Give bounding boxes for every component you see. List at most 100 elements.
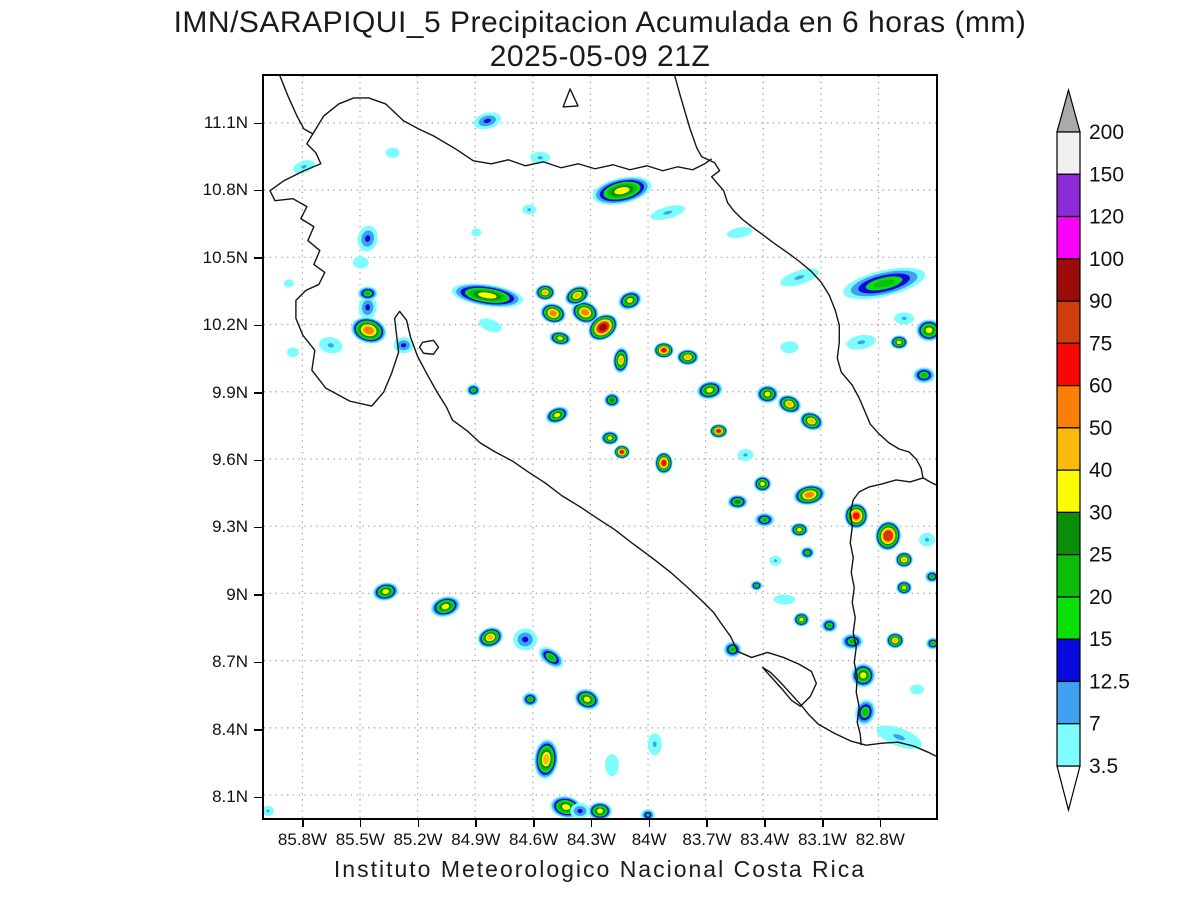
x-axis-tick-label: 84.9W	[451, 830, 501, 849]
rain-cell	[876, 725, 922, 749]
y-axis-tick	[254, 594, 262, 596]
rain-cell	[592, 176, 652, 205]
rain-cell	[780, 341, 799, 354]
coastline-path	[562, 88, 579, 108]
rain-contour	[797, 527, 802, 532]
colorbar-legend: 200 150 120 100 90 75 60 50 40 30 25 20 15 12.5 7 3.5	[1052, 84, 1192, 834]
rain-cell	[799, 411, 824, 431]
colorbar-segment	[1056, 131, 1081, 175]
y-axis-tick	[254, 459, 262, 461]
x-axis-tick-label: 82.8W	[855, 830, 905, 849]
colorbar-tick-label: 100	[1089, 248, 1124, 271]
rain-contour	[862, 708, 868, 716]
colorbar-tick-label: 30	[1089, 501, 1112, 524]
y-axis-tick	[254, 526, 262, 529]
rain-contour	[352, 256, 369, 269]
colorbar-segment	[1056, 638, 1081, 683]
rain-contour	[706, 387, 714, 393]
x-axis-tick	[359, 820, 362, 827]
rain-cell	[723, 641, 742, 658]
rain-cell	[727, 494, 748, 509]
rain-cell	[696, 381, 723, 400]
rain-contour	[619, 450, 625, 454]
rain-cell	[357, 225, 378, 252]
colorbar-segment	[1056, 300, 1081, 344]
rain-cell	[473, 112, 501, 130]
colorbar-segment	[1056, 173, 1081, 218]
rain-cell	[357, 286, 378, 301]
rain-cell	[451, 283, 523, 308]
rain-cell	[793, 612, 810, 627]
x-axis-tick	[533, 820, 535, 827]
colorbar-canvas: 200 150 120 100 90 75 60 50 40 30 25 20 15 12.5 7 3.5	[1056, 87, 1130, 813]
rain-contour	[760, 481, 765, 486]
rain-contour	[547, 654, 555, 661]
rain-contour	[266, 809, 270, 813]
rain-contour	[543, 753, 550, 765]
y-axis-tick-label: 8.7N	[212, 652, 248, 672]
rain-cell	[293, 159, 315, 174]
rain-cell	[318, 337, 343, 354]
y-axis-tick-label: 11.1N	[203, 113, 248, 132]
rain-cell	[612, 347, 629, 374]
rain-contour	[684, 355, 691, 360]
rain-contour	[827, 623, 832, 628]
rain-contour	[365, 235, 371, 242]
rain-cell	[769, 555, 782, 566]
coastline-path	[269, 76, 936, 757]
rain-cell	[896, 580, 913, 595]
rain-cell	[737, 448, 754, 461]
rain-cell	[919, 532, 936, 547]
y-axis-tick-label: 9.9N	[212, 382, 248, 402]
y-axis-tick	[254, 729, 262, 731]
colorbar-tick-label: 12.5	[1089, 670, 1130, 693]
colorbar-segment	[1056, 215, 1081, 260]
rain-contour	[884, 531, 892, 540]
rain-contour	[857, 340, 866, 345]
rain-contour	[483, 118, 491, 124]
rain-contour	[365, 304, 371, 311]
rain-contour	[364, 326, 374, 334]
rain-contour	[573, 292, 581, 298]
rain-contour	[596, 808, 604, 814]
x-axis-tick-label: 83.4W	[740, 830, 790, 849]
rain-cell	[841, 633, 864, 650]
rain-contour	[286, 347, 299, 358]
rain-cell	[513, 628, 538, 651]
rain-cell	[545, 406, 569, 424]
colorbar-segment	[1056, 554, 1081, 598]
x-axis-tick	[417, 820, 420, 827]
x-axis-tick-label: 83.1W	[797, 830, 848, 849]
rain-contour	[561, 804, 571, 810]
colorbar-tick-label: 90	[1089, 290, 1112, 313]
coastline-path	[418, 339, 440, 355]
rain-contour	[910, 684, 925, 695]
rain-contour	[754, 584, 759, 588]
x-axis-tick-label: 84W	[631, 830, 667, 849]
x-axis-tick	[302, 820, 304, 827]
rain-contour	[808, 418, 815, 424]
rain-contour	[921, 373, 927, 378]
rain-contour	[925, 327, 933, 334]
rain-cell	[618, 291, 642, 310]
rain-cell	[564, 285, 590, 306]
rain-contour	[805, 551, 810, 555]
rain-cell	[821, 618, 838, 633]
rain-contour	[902, 585, 907, 590]
rain-cell	[264, 806, 274, 817]
x-axis-tick-label: 85.8W	[277, 830, 328, 849]
rain-cell	[603, 393, 620, 408]
rain-contour	[743, 453, 748, 457]
rain-cell	[471, 228, 482, 237]
colorbar-tick-label: 40	[1089, 459, 1112, 482]
rain-cell	[604, 754, 619, 777]
rain-cell	[654, 451, 673, 474]
rain-contour	[930, 575, 934, 579]
rain-contour	[471, 228, 482, 237]
rain-cell	[574, 688, 600, 710]
rain-contour	[618, 356, 624, 364]
rain-cell	[800, 546, 815, 559]
rain-cell	[894, 312, 915, 325]
rain-contour	[365, 291, 371, 296]
rain-contour	[581, 309, 589, 316]
